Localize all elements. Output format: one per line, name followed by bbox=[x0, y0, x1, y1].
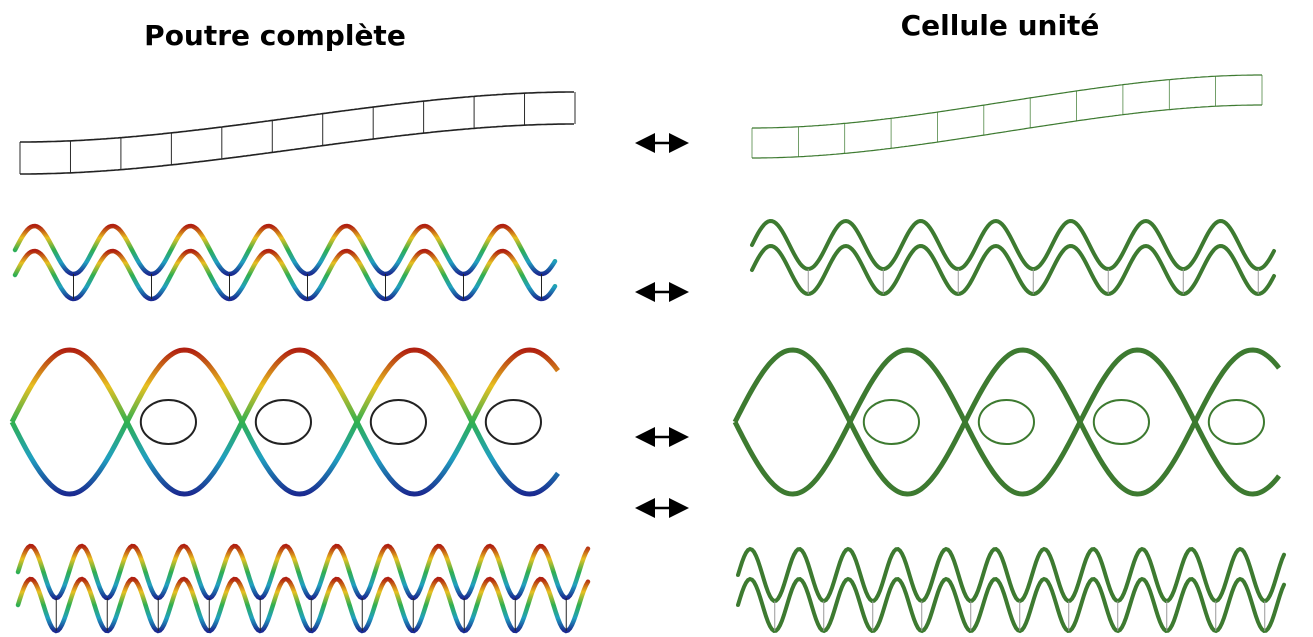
lens-loop bbox=[1209, 400, 1264, 444]
lens-loop bbox=[141, 400, 196, 444]
strand bbox=[12, 350, 558, 494]
strand bbox=[15, 251, 555, 299]
page: Poutre complète Cellule unité (() => { c… bbox=[0, 0, 1313, 637]
lens-loop bbox=[979, 400, 1034, 444]
beam-edge bbox=[20, 124, 574, 174]
strand bbox=[18, 546, 588, 598]
figure: Poutre complète Cellule unité bbox=[0, 0, 1313, 637]
lens-loop bbox=[864, 400, 919, 444]
lens-loop bbox=[1094, 400, 1149, 444]
strand bbox=[738, 549, 1284, 601]
strand bbox=[735, 350, 1279, 494]
beam-edge bbox=[20, 92, 574, 142]
left-title: Poutre complète bbox=[144, 19, 406, 52]
beam-edge bbox=[752, 75, 1262, 128]
lens-loop bbox=[256, 400, 311, 444]
strand bbox=[12, 350, 558, 494]
arrows bbox=[640, 143, 684, 508]
lens-loop bbox=[371, 400, 426, 444]
right-title: Cellule unité bbox=[901, 9, 1100, 42]
lens-loop bbox=[486, 400, 541, 444]
beam-edge bbox=[752, 105, 1262, 158]
